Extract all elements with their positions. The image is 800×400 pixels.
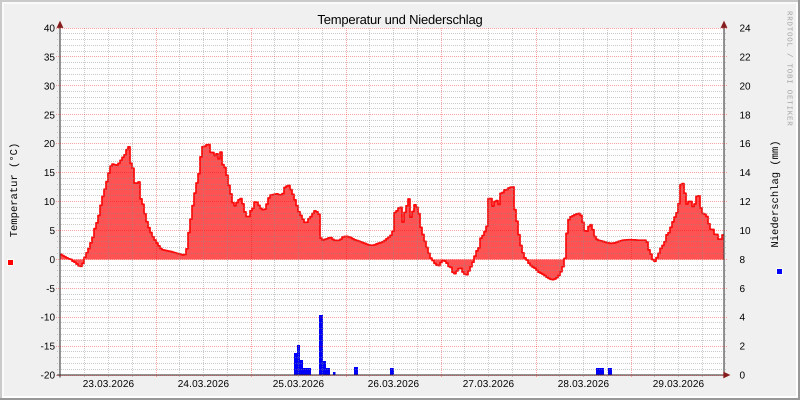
svg-text:30: 30	[44, 81, 56, 92]
svg-text:Niederschlag (mm): Niederschlag (mm)	[770, 140, 782, 247]
svg-text:5: 5	[49, 226, 55, 237]
svg-text:23.03.2026: 23.03.2026	[83, 379, 135, 390]
svg-text:0: 0	[49, 255, 55, 266]
svg-text:4: 4	[740, 313, 746, 324]
svg-text:-20: -20	[41, 371, 56, 382]
svg-text:35: 35	[44, 52, 56, 63]
svg-text:-5: -5	[46, 284, 55, 295]
svg-text:26.03.2026: 26.03.2026	[368, 379, 420, 390]
svg-text:25.03.2026: 25.03.2026	[273, 379, 325, 390]
svg-text:25: 25	[44, 110, 56, 121]
svg-text:Temperatur (°C): Temperatur (°C)	[9, 143, 21, 238]
svg-text:Temperatur und Niederschlag: Temperatur und Niederschlag	[317, 12, 482, 27]
svg-text:-10: -10	[41, 313, 56, 324]
svg-text:RRDTOOL / TOBI OETIKER: RRDTOOL / TOBI OETIKER	[785, 11, 794, 127]
svg-text:15: 15	[44, 168, 56, 179]
svg-text:40: 40	[44, 24, 56, 35]
svg-text:6: 6	[740, 284, 746, 295]
svg-text:12: 12	[740, 197, 752, 208]
svg-text:0: 0	[740, 371, 746, 382]
svg-text:2: 2	[740, 342, 746, 353]
svg-text:-15: -15	[41, 342, 56, 353]
svg-text:28.03.2026: 28.03.2026	[558, 379, 610, 390]
svg-text:10: 10	[44, 197, 56, 208]
svg-text:24.03.2026: 24.03.2026	[178, 379, 230, 390]
svg-text:22: 22	[740, 52, 752, 63]
svg-text:27.03.2026: 27.03.2026	[463, 379, 515, 390]
svg-text:24: 24	[740, 24, 752, 35]
svg-text:16: 16	[740, 139, 752, 150]
svg-text:18: 18	[740, 110, 752, 121]
svg-text:20: 20	[44, 139, 56, 150]
svg-text:14: 14	[740, 168, 752, 179]
svg-text:8: 8	[740, 255, 746, 266]
svg-text:10: 10	[740, 226, 752, 237]
svg-text:20: 20	[740, 81, 752, 92]
svg-text:29.03.2026: 29.03.2026	[653, 379, 705, 390]
